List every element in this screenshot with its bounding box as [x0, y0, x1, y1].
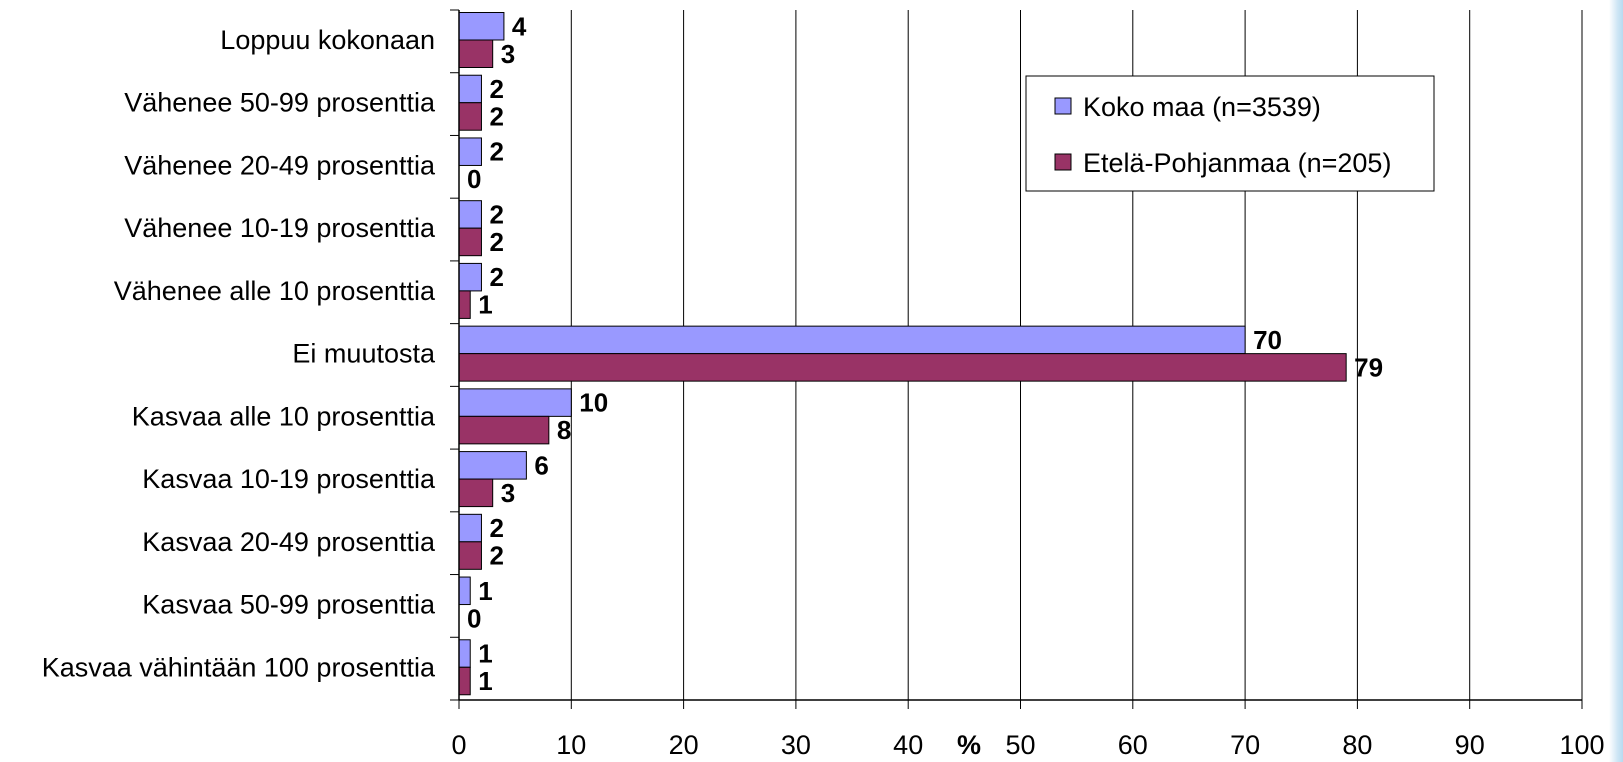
- bar-etela-pohjanmaa-n-205-kasvaa-vahintaan-100-prosenttia: [458, 666, 471, 696]
- legend-swatch-koko-maa: [1054, 97, 1072, 115]
- tick-labels: 0 10 20 30 40 50 60 70 80 90 100: [451, 730, 1604, 760]
- value-label-etela-pohjanmaa-n-205-kasvaa-20-49-prosenttia: 2: [489, 541, 503, 571]
- x-tick-label-90: 90: [1455, 730, 1485, 760]
- legend-label-koko-maa: Koko maa (n=3539): [1083, 92, 1321, 122]
- legend: Koko maa (n=3539) Etelä-Pohjanmaa (n=205…: [1025, 75, 1435, 192]
- bar-koko-maa-n-3539-vahenee-20-49-prosenttia: [458, 137, 482, 166]
- category-label-kasvaa-vahintaan-100-prosenttia: Kasvaa vähintään 100 prosenttia: [42, 652, 436, 682]
- value-label-koko-maa-n-3539-kasvaa-50-99-prosenttia: 1: [478, 576, 492, 606]
- legend-swatch-etela-pohjanmaa: [1054, 153, 1072, 171]
- value-label-etela-pohjanmaa-n-205-kasvaa-vahintaan-100-prosenttia: 1: [478, 666, 492, 696]
- axes: [450, 9, 1583, 709]
- x-tick-label-40: 40: [893, 730, 923, 760]
- category-label-loppuu-kokonaan: Loppuu kokonaan: [220, 25, 435, 55]
- bar-koko-maa-n-3539-kasvaa-50-99-prosenttia: [458, 576, 471, 606]
- value-label-etela-pohjanmaa-n-205-vahenee-50-99-prosenttia: 2: [489, 101, 503, 131]
- bar-etela-pohjanmaa-n-205-ei-muutosta: [458, 353, 1347, 382]
- category-label-kasvaa-50-99-prosenttia: Kasvaa 50-99 prosenttia: [142, 590, 436, 620]
- bar-koko-maa-n-3539-kasvaa-alle-10-prosenttia: [458, 388, 572, 417]
- x-axis-label: %: [957, 730, 981, 760]
- value-label-koko-maa-n-3539-kasvaa-alle-10-prosenttia: 10: [579, 388, 608, 418]
- x-tick-label-10: 10: [556, 730, 586, 760]
- x-tick-label-100: 100: [1559, 730, 1604, 760]
- legend-box: [1025, 75, 1435, 192]
- bar-koko-maa-n-3539-kasvaa-10-19-prosenttia: [458, 451, 527, 480]
- x-tick-label-20: 20: [669, 730, 699, 760]
- value-label-koko-maa-n-3539-vahenee-50-99-prosenttia: 2: [489, 74, 503, 104]
- bar-etela-pohjanmaa-n-205-vahenee-alle-10-prosenttia: [458, 290, 471, 319]
- x-tick-label-80: 80: [1342, 730, 1372, 760]
- bar-koko-maa-n-3539-ei-muutosta: [458, 325, 1246, 355]
- category-label-vahenee-10-19-prosenttia: Vähenee 10-19 prosenttia: [124, 213, 436, 243]
- bar-etela-pohjanmaa-n-205-vahenee-10-19-prosenttia: [458, 227, 482, 257]
- bar-koko-maa-n-3539-vahenee-alle-10-prosenttia: [458, 262, 482, 292]
- bars: [458, 12, 1347, 696]
- value-label-koko-maa-n-3539-vahenee-10-19-prosenttia: 2: [489, 199, 503, 229]
- x-tick-label-70: 70: [1230, 730, 1260, 760]
- category-label-kasvaa-10-19-prosenttia: Kasvaa 10-19 prosenttia: [142, 464, 436, 494]
- bar-etela-pohjanmaa-n-205-kasvaa-alle-10-prosenttia: [458, 415, 550, 445]
- value-label-koko-maa-n-3539-kasvaa-vahintaan-100-prosenttia: 1: [478, 639, 492, 669]
- x-tick-label-0: 0: [451, 730, 466, 760]
- slide-edge-decoration: [1609, 0, 1623, 762]
- value-label-etela-pohjanmaa-n-205-vahenee-20-49-prosenttia: 0: [467, 164, 481, 194]
- value-label-koko-maa-n-3539-kasvaa-10-19-prosenttia: 6: [534, 450, 548, 480]
- x-tick-label-50: 50: [1005, 730, 1035, 760]
- value-label-etela-pohjanmaa-n-205-loppuu-kokonaan: 3: [501, 39, 515, 69]
- bar-etela-pohjanmaa-n-205-loppuu-kokonaan: [458, 39, 494, 68]
- value-label-koko-maa-n-3539-loppuu-kokonaan: 4: [512, 11, 527, 41]
- category-label-vahenee-alle-10-prosenttia: Vähenee alle 10 prosenttia: [114, 276, 436, 306]
- bar-koko-maa-n-3539-loppuu-kokonaan: [458, 12, 505, 41]
- category-label-vahenee-20-49-prosenttia: Vähenee 20-49 prosenttia: [124, 150, 436, 180]
- bar-etela-pohjanmaa-n-205-vahenee-50-99-prosenttia: [458, 102, 482, 131]
- bar-etela-pohjanmaa-n-205-kasvaa-10-19-prosenttia: [458, 478, 494, 508]
- value-label-koko-maa-n-3539-kasvaa-20-49-prosenttia: 2: [489, 513, 503, 543]
- bar-koko-maa-n-3539-kasvaa-vahintaan-100-prosenttia: [458, 639, 471, 668]
- value-label-koko-maa-n-3539-ei-muutosta: 70: [1253, 325, 1282, 355]
- value-label-etela-pohjanmaa-n-205-kasvaa-alle-10-prosenttia: 8: [557, 415, 571, 445]
- x-tick-label-60: 60: [1118, 730, 1148, 760]
- category-labels: Loppuu kokonaan Vähenee 50-99 prosenttia V…: [42, 25, 436, 682]
- category-label-kasvaa-20-49-prosenttia: Kasvaa 20-49 prosenttia: [142, 527, 436, 557]
- bar-etela-pohjanmaa-n-205-kasvaa-20-49-prosenttia: [458, 541, 482, 570]
- category-label-ei-muutosta: Ei muutosta: [292, 339, 436, 369]
- x-tick-label-30: 30: [781, 730, 811, 760]
- bar-koko-maa-n-3539-vahenee-10-19-prosenttia: [458, 200, 482, 229]
- value-label-etela-pohjanmaa-n-205-kasvaa-50-99-prosenttia: 0: [467, 603, 481, 633]
- value-label-etela-pohjanmaa-n-205-kasvaa-10-19-prosenttia: 3: [501, 478, 515, 508]
- category-label-vahenee-50-99-prosenttia: Vähenee 50-99 prosenttia: [124, 88, 436, 118]
- category-label-kasvaa-alle-10-prosenttia: Kasvaa alle 10 prosenttia: [132, 401, 436, 431]
- value-label-etela-pohjanmaa-n-205-vahenee-alle-10-prosenttia: 1: [478, 290, 492, 320]
- bar-koko-maa-n-3539-kasvaa-20-49-prosenttia: [458, 513, 482, 543]
- value-label-etela-pohjanmaa-n-205-vahenee-10-19-prosenttia: 2: [489, 227, 503, 257]
- bar-koko-maa-n-3539-vahenee-50-99-prosenttia: [458, 74, 482, 104]
- value-label-etela-pohjanmaa-n-205-ei-muutosta: 79: [1354, 352, 1383, 382]
- value-label-koko-maa-n-3539-vahenee-20-49-prosenttia: 2: [489, 137, 503, 167]
- legend-label-etela-pohjanmaa: Etelä-Pohjanmaa (n=205): [1083, 148, 1391, 178]
- value-label-koko-maa-n-3539-vahenee-alle-10-prosenttia: 2: [489, 262, 503, 292]
